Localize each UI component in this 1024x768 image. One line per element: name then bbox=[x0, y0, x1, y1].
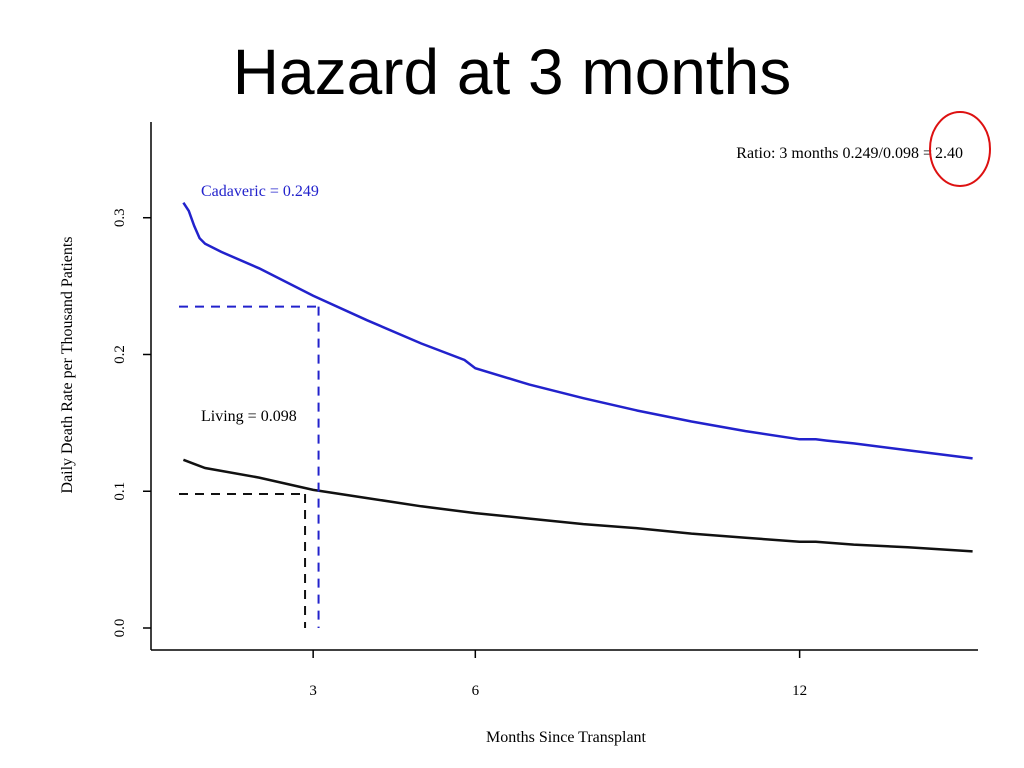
reference-lines bbox=[179, 305, 320, 628]
y-tick-label: 0.3 bbox=[112, 208, 128, 227]
x-axis-label: Months Since Transplant bbox=[486, 729, 647, 746]
cadaveric-annotation: Cadaveric = 0.249 bbox=[201, 183, 319, 200]
ratio-value: 2.40 bbox=[935, 145, 963, 162]
ticks: 3 6 12 0.0 0.1 0.2 0.3 bbox=[112, 208, 807, 699]
ratio-annotation: Ratio: 3 months 0.249/0.098 = bbox=[736, 145, 932, 162]
axes bbox=[150, 122, 978, 651]
y-tick-label: 0.1 bbox=[112, 482, 128, 501]
y-axis-label: Daily Death Rate per Thousand Patients bbox=[59, 237, 76, 494]
x-tick-label: 12 bbox=[792, 683, 807, 699]
series-line-living bbox=[182, 458, 973, 553]
plot-lines bbox=[182, 202, 973, 553]
slide-title: Hazard at 3 months bbox=[232, 36, 792, 108]
series-line-cadaveric bbox=[182, 202, 973, 460]
x-tick-label: 6 bbox=[472, 683, 480, 699]
ratio-highlight-circle bbox=[929, 111, 991, 187]
living-annotation: Living = 0.098 bbox=[201, 408, 297, 425]
y-tick-label: 0.2 bbox=[112, 345, 128, 364]
y-tick-label: 0.0 bbox=[112, 619, 128, 638]
x-tick-label: 3 bbox=[309, 683, 317, 699]
